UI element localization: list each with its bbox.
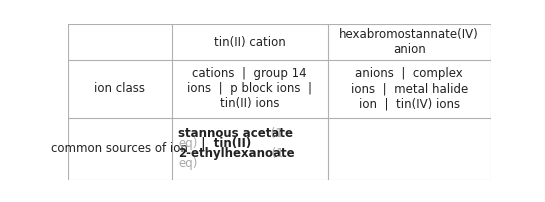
Text: hexabromostannate(IV)
anion: hexabromostannate(IV) anion [340, 28, 479, 56]
Text: (1: (1 [268, 147, 284, 160]
Text: common sources of ion: common sources of ion [51, 142, 189, 155]
Text: stannous acetate: stannous acetate [178, 127, 293, 140]
Text: |  tin(II): | tin(II) [193, 137, 251, 150]
Text: eq): eq) [178, 137, 197, 150]
Text: 2-ethylhexanoate: 2-ethylhexanoate [178, 147, 294, 160]
Text: eq): eq) [178, 157, 197, 170]
Text: tin(II) cation: tin(II) cation [214, 36, 286, 49]
Text: cations  |  group 14
ions  |  p block ions  |
tin(II) ions: cations | group 14 ions | p block ions |… [187, 67, 312, 110]
Text: anions  |  complex
ions  |  metal halide
ion  |  tin(IV) ions: anions | complex ions | metal halide ion… [350, 67, 468, 110]
Text: (1: (1 [267, 127, 283, 140]
Text: ion class: ion class [94, 82, 146, 95]
